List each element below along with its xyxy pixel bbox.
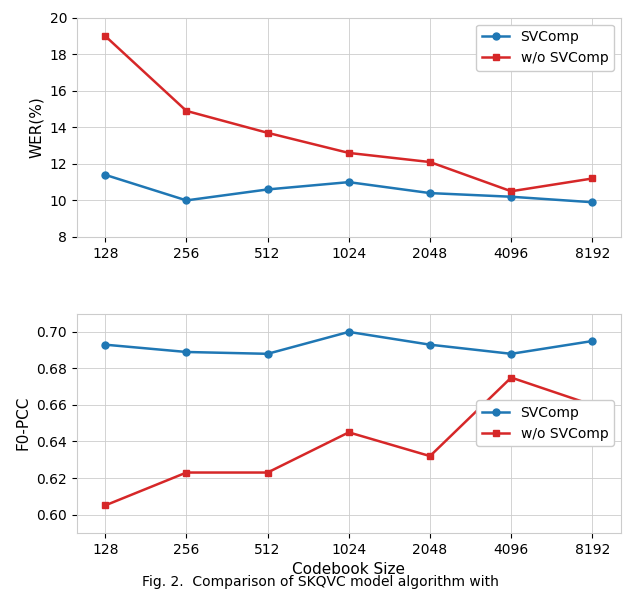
w/o SVComp xyxy=(264,469,271,476)
Line: SVComp: SVComp xyxy=(102,171,596,205)
SVComp xyxy=(345,329,353,336)
SVComp xyxy=(589,337,596,345)
SVComp xyxy=(264,350,271,358)
SVComp xyxy=(426,341,434,348)
SVComp xyxy=(182,197,190,204)
w/o SVComp xyxy=(182,469,190,476)
Legend: SVComp, w/o SVComp: SVComp, w/o SVComp xyxy=(476,25,614,71)
Text: Fig. 2.  Comparison of SKQVC model algorithm with: Fig. 2. Comparison of SKQVC model algori… xyxy=(141,575,499,589)
Y-axis label: WER(%): WER(%) xyxy=(29,96,44,158)
w/o SVComp xyxy=(101,502,109,509)
Y-axis label: F0-PCC: F0-PCC xyxy=(15,396,31,451)
w/o SVComp xyxy=(508,188,515,195)
SVComp xyxy=(264,186,271,193)
SVComp xyxy=(101,171,109,178)
SVComp xyxy=(101,341,109,348)
SVComp xyxy=(508,350,515,358)
w/o SVComp xyxy=(182,107,190,114)
X-axis label: Codebook Size: Codebook Size xyxy=(292,562,405,577)
w/o SVComp xyxy=(264,129,271,136)
Legend: SVComp, w/o SVComp: SVComp, w/o SVComp xyxy=(476,400,614,446)
w/o SVComp xyxy=(345,429,353,436)
SVComp xyxy=(345,179,353,186)
w/o SVComp xyxy=(589,175,596,182)
SVComp xyxy=(182,349,190,356)
SVComp xyxy=(508,193,515,200)
Line: w/o SVComp: w/o SVComp xyxy=(102,374,596,509)
w/o SVComp xyxy=(426,452,434,459)
SVComp xyxy=(426,189,434,197)
w/o SVComp xyxy=(101,33,109,40)
w/o SVComp xyxy=(345,149,353,156)
Line: w/o SVComp: w/o SVComp xyxy=(102,33,596,195)
SVComp xyxy=(589,199,596,206)
w/o SVComp xyxy=(589,401,596,408)
w/o SVComp xyxy=(426,159,434,166)
w/o SVComp xyxy=(508,374,515,381)
Line: SVComp: SVComp xyxy=(102,329,596,358)
